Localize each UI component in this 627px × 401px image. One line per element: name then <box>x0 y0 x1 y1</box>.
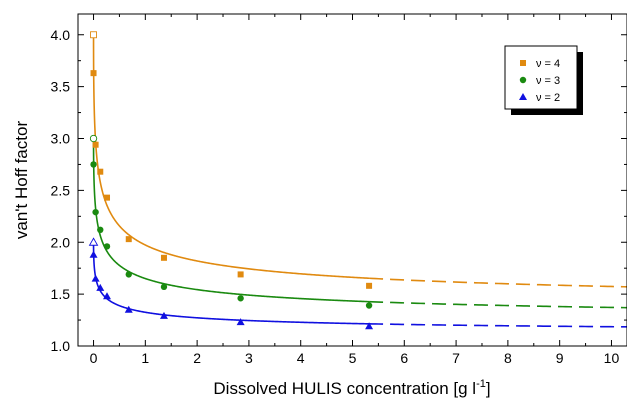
data-point <box>97 168 104 175</box>
data-point <box>91 274 100 282</box>
data-point <box>92 208 99 216</box>
y-axis-title: van't Hoff factor <box>12 121 31 240</box>
x-tick-label: 3 <box>245 350 253 366</box>
legend: ν = 4 ν = 3 ν = 2 <box>504 45 583 115</box>
x-axis-title-superscript: -1 <box>476 378 486 390</box>
open-data-point <box>89 134 98 143</box>
open-data-point <box>88 237 99 246</box>
data-point <box>125 236 132 243</box>
y-axis: 1.0 1.5 2.0 2.5 3.0 3.5 4.0 <box>51 27 627 354</box>
data-point <box>160 283 168 291</box>
legend-marker <box>519 76 527 84</box>
x-tick-label: 9 <box>556 350 564 366</box>
y-tick-label: 2.5 <box>51 182 71 198</box>
fit-curve-dashed <box>369 323 627 328</box>
y-tick-label: 3.0 <box>51 131 71 147</box>
x-tick-label: 7 <box>452 350 460 366</box>
x-axis-title: Dissolved HULIS concentration [g l-1] <box>213 378 490 398</box>
legend-marker <box>520 60 526 66</box>
data-point <box>89 250 98 258</box>
data-point <box>92 141 99 148</box>
legend-label: ν = 2 <box>536 92 560 104</box>
data-point <box>124 305 133 313</box>
data-point <box>237 271 244 278</box>
data-points <box>88 31 374 330</box>
data-point <box>97 226 104 233</box>
y-tick-label: 4.0 <box>51 27 71 43</box>
x-axis-title-main: Dissolved HULIS concentration [g l <box>213 379 476 398</box>
fit-curve-solid <box>92 242 370 325</box>
x-axis: 0 1 2 3 4 5 6 7 8 9 10 <box>90 14 620 366</box>
data-point <box>103 292 112 300</box>
fit-curve-dashed <box>369 300 627 309</box>
data-point <box>125 271 132 278</box>
x-tick-label: 5 <box>349 350 357 366</box>
data-point <box>365 322 374 330</box>
data-point <box>237 295 244 302</box>
fit-curve-solid <box>92 34 370 280</box>
y-tick-label: 2.0 <box>51 234 71 250</box>
x-tick-label: 0 <box>90 350 98 366</box>
x-tick-label: 10 <box>604 350 620 366</box>
data-point <box>160 254 167 261</box>
data-point <box>96 283 105 291</box>
legend-marker <box>519 93 527 100</box>
data-point <box>366 282 373 289</box>
y-tick-label: 1.5 <box>51 286 71 302</box>
x-tick-label: 6 <box>400 350 408 366</box>
data-point <box>90 70 97 77</box>
x-tick-label: 8 <box>504 350 512 366</box>
legend-box <box>504 45 578 110</box>
data-point <box>365 302 373 309</box>
fit-curve-solid <box>92 138 370 303</box>
data-point <box>90 161 97 168</box>
x-tick-label: 1 <box>141 350 149 366</box>
data-point <box>103 243 111 250</box>
x-axis-title-end: ] <box>486 379 491 398</box>
data-point <box>104 194 111 201</box>
fit-curve-dashed <box>369 277 627 288</box>
x-tick-label: 2 <box>193 350 201 366</box>
y-tick-label: 1.0 <box>51 338 71 354</box>
y-tick-label: 3.5 <box>51 79 71 95</box>
x-tick-label: 4 <box>297 350 305 366</box>
data-point <box>159 311 168 319</box>
legend-label: ν = 3 <box>536 75 560 87</box>
legend-label: ν = 4 <box>536 58 560 70</box>
data-point <box>236 318 245 326</box>
open-data-point <box>90 31 97 39</box>
